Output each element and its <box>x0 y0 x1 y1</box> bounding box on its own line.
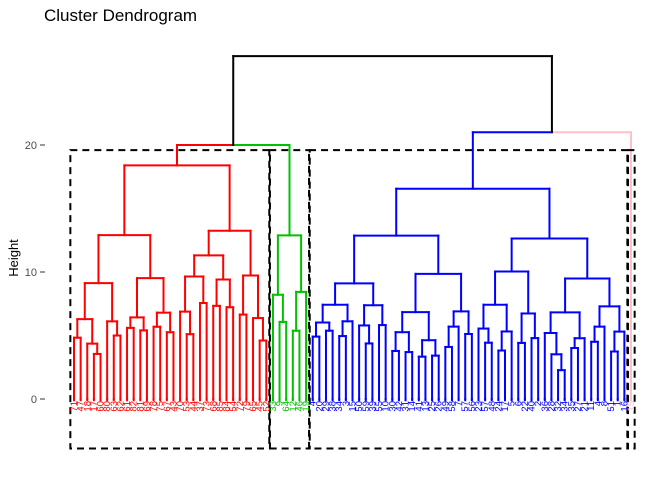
leaf-label: 34 <box>334 401 345 412</box>
cluster-box <box>626 149 636 450</box>
leaf-label: 78 <box>149 401 160 412</box>
leaf-label: 72 <box>235 401 246 412</box>
leaf-label: 61 <box>122 401 133 412</box>
leaf-label: 57 <box>460 401 471 412</box>
y-tick-label: 10 <box>25 267 37 279</box>
leaf-label: 6 <box>513 401 524 406</box>
chart-title: Cluster Dendrogram <box>44 6 197 25</box>
leaf-label: 23 <box>473 401 484 412</box>
leaf-label: 29 <box>321 401 332 412</box>
leaf-label: 59 <box>361 401 372 412</box>
leaf-label: 80 <box>102 401 113 412</box>
y-axis: 0 10 20 <box>25 140 45 406</box>
leaf-label: 10 <box>381 401 392 412</box>
leaf-label: 41 <box>414 401 425 412</box>
leaf-label: 14 <box>407 401 418 412</box>
leaf-label: 48 <box>487 401 498 412</box>
leaf-label: 43 <box>168 401 179 412</box>
leaf-label: 34 <box>560 401 571 412</box>
cluster-boxes <box>69 149 636 450</box>
leaf-labels: 7147181760806362618281697875674370534437… <box>69 401 637 412</box>
leaf-label: 16 <box>619 401 630 412</box>
leaf-label: 82 <box>129 401 140 412</box>
leaf-label: 22 <box>520 401 531 412</box>
leaf-label: 2 <box>533 401 544 406</box>
leaf-label: 58 <box>447 401 458 412</box>
leaf-label: 63 <box>109 401 120 412</box>
leaf-label: 60 <box>96 401 107 412</box>
leaf-label: 24 <box>493 401 504 412</box>
leaf-label: 7 <box>454 401 465 406</box>
leaf-label: 49 <box>440 401 451 412</box>
leaf-label: 85 <box>215 401 226 412</box>
leaf-label: 33 <box>268 401 279 412</box>
dendrogram-tree <box>73 55 632 402</box>
leaf-label: 17 <box>89 401 100 412</box>
leaf-label: 45 <box>255 401 266 412</box>
leaf-label: 47 <box>76 401 87 412</box>
leaf-label: 53 <box>182 401 193 412</box>
leaf-label: 73 <box>202 401 213 412</box>
leaf-label: 55 <box>374 401 385 412</box>
leaf-label: 8 <box>599 401 610 406</box>
leaf-label: 32 <box>553 401 564 412</box>
leaf-label: 28 <box>546 401 557 412</box>
y-tick-label: 0 <box>31 394 37 406</box>
leaf-label: 4 <box>308 401 319 406</box>
leaf-label: 4 <box>593 401 604 406</box>
leaf-label: 54 <box>228 401 239 412</box>
leaf-label: 20 <box>314 401 325 412</box>
leaf-label: 19 <box>301 401 312 412</box>
leaf-label: 62 <box>115 401 126 412</box>
cluster-box <box>268 149 311 450</box>
leaf-label: 25 <box>427 401 438 412</box>
leaf-label: 36 <box>540 401 551 412</box>
leaf-label: 65 <box>248 401 259 412</box>
leaf-label: 15 <box>348 401 359 412</box>
leaf-label: 42 <box>394 401 405 412</box>
leaf-label: 52 <box>261 401 272 412</box>
leaf-label: 68 <box>208 401 219 412</box>
leaf-label: 15 <box>626 401 637 412</box>
leaf-label: 31 <box>401 401 412 412</box>
leaf-label: 56 <box>467 401 478 412</box>
leaf-label: 3 <box>341 401 352 406</box>
leaf-label: 50 <box>354 401 365 412</box>
leaf-label: 46 <box>294 401 305 412</box>
leaf-label: 71 <box>69 401 80 412</box>
leaf-label: 18 <box>82 401 93 412</box>
leaf-label: 27 <box>573 401 584 412</box>
leaf-label: 44 <box>188 401 199 412</box>
leaf-label: 51 <box>606 401 617 412</box>
leaf-label: 84 <box>222 401 233 412</box>
leaf-label: 1 <box>613 401 624 406</box>
leaf-label: 70 <box>175 401 186 412</box>
leaf-label: 12 <box>288 401 299 412</box>
leaf-label: 13 <box>420 401 431 412</box>
leaf-label: 57 <box>480 401 491 412</box>
leaf-label: 69 <box>142 401 153 412</box>
leaf-label: 9 <box>275 401 286 406</box>
leaf-label: 30 <box>387 401 398 412</box>
leaf-label: 5 <box>507 401 518 406</box>
leaf-label: 26 <box>434 401 445 412</box>
leaf-label: 39 <box>367 401 378 412</box>
leaf-label: 64 <box>281 401 292 412</box>
leaf-label: 38 <box>328 401 339 412</box>
leaf-label: 79 <box>241 401 252 412</box>
leaf-label: 67 <box>162 401 173 412</box>
leaf-label: 11 <box>586 401 597 411</box>
leaf-label: 40 <box>527 401 538 412</box>
leaf-label: 81 <box>135 401 146 412</box>
leaf-label: 75 <box>155 401 166 412</box>
y-axis-label: Height <box>6 239 21 277</box>
leaf-label: 21 <box>580 401 591 412</box>
y-tick-label: 20 <box>25 140 37 152</box>
leaf-label: 37 <box>195 401 206 412</box>
leaf-label: 35 <box>566 401 577 412</box>
leaf-label: 17 <box>500 401 511 412</box>
